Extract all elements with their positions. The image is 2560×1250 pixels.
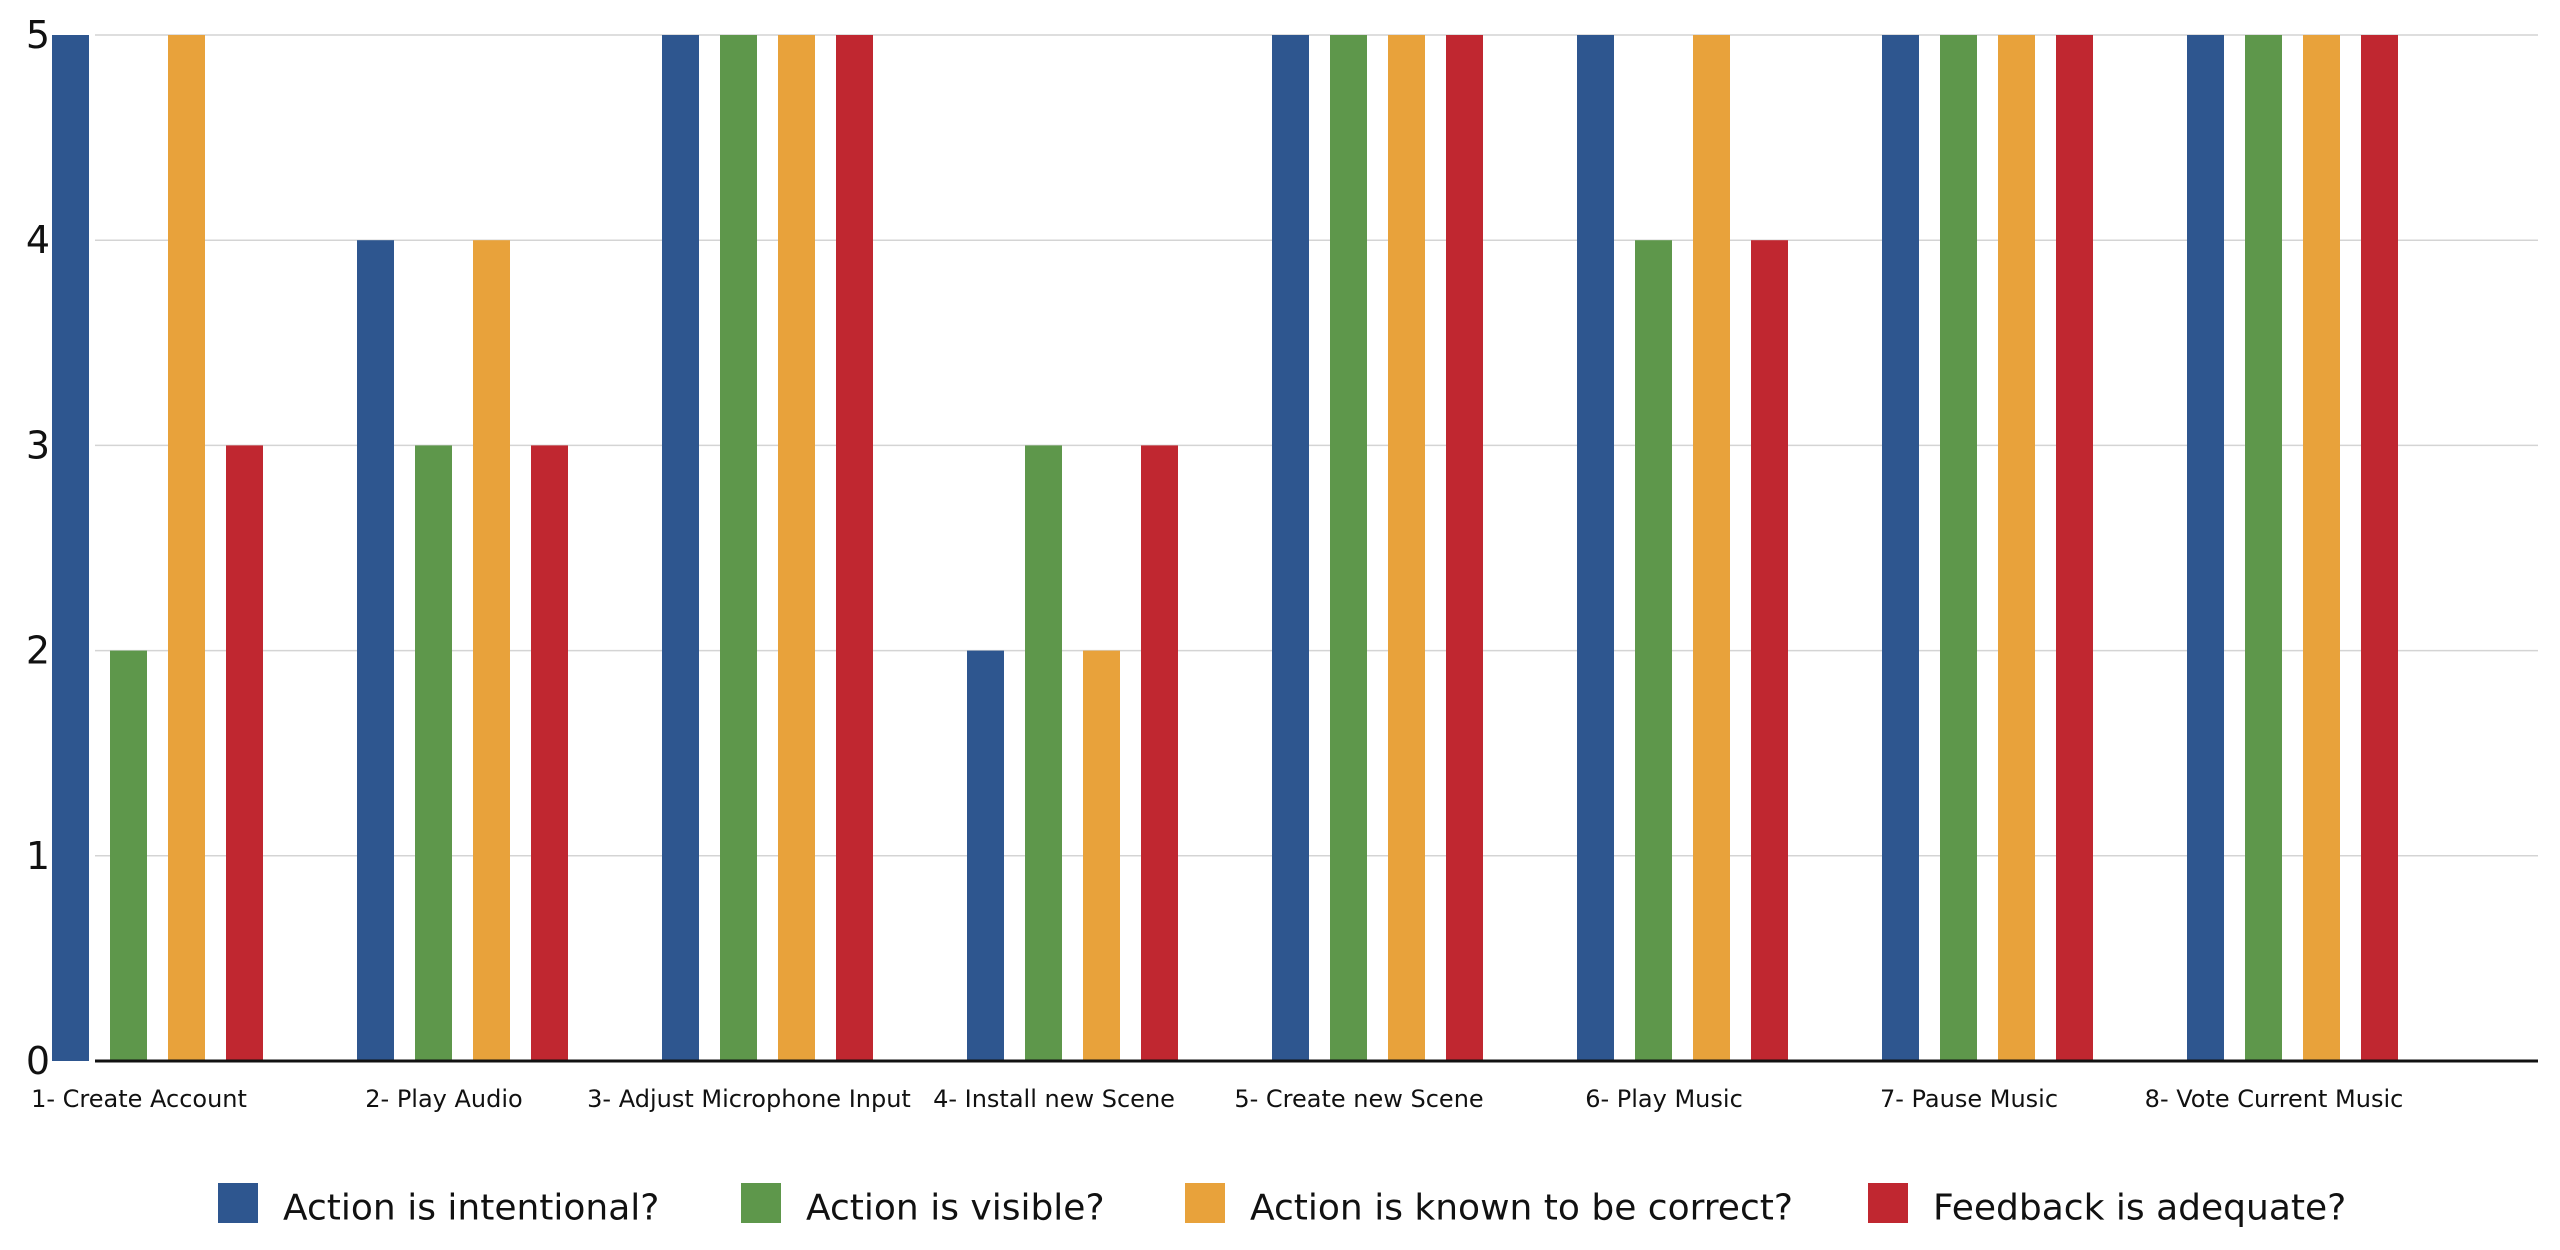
x-axis-category-labels: 1- Create Account 2- Play Audio 3- Adjust …: [31, 1085, 2403, 1113]
bar-5-series-4: [1446, 35, 1483, 1061]
bar-5-series-1: [1272, 35, 1309, 1061]
bar-3-series-3: [778, 35, 815, 1061]
legend-label: Action is known to be correct?: [1250, 1188, 1793, 1229]
x-category-label: 8- Vote Current Music: [2145, 1085, 2404, 1113]
legend-item: Feedback is adequate?: [1868, 1183, 2346, 1229]
bar-1-series-2: [110, 650, 147, 1061]
bar-2-series-4: [531, 445, 568, 1061]
bar-1-series-4: [226, 445, 263, 1061]
legend: Action is intentional? Action is visible?…: [218, 1183, 2346, 1229]
bar-7-series-2: [1940, 35, 1977, 1061]
bar-3-series-1: [662, 35, 699, 1061]
bar-4-series-4: [1141, 445, 1178, 1061]
y-tick-label: 5: [26, 13, 50, 57]
bar-8-series-2: [2245, 35, 2282, 1061]
bar-4-series-1: [967, 650, 1004, 1061]
bar-8-series-3: [2303, 35, 2340, 1061]
legend-swatch: [1868, 1183, 1908, 1223]
y-tick-label: 1: [26, 834, 50, 878]
legend-swatch: [741, 1183, 781, 1223]
legend-label: Action is visible?: [806, 1188, 1105, 1229]
bar-6-series-1: [1577, 35, 1614, 1061]
bar-7-series-3: [1998, 35, 2035, 1061]
x-category-label: 4- Install new Scene: [933, 1085, 1175, 1113]
bar-4-series-3: [1083, 650, 1120, 1061]
bar-2-series-3: [473, 240, 510, 1061]
legend-swatch: [1185, 1183, 1225, 1223]
bar-5-series-2: [1330, 35, 1367, 1061]
x-category-label: 3- Adjust Microphone Input: [587, 1085, 911, 1113]
y-tick-label: 4: [26, 218, 50, 262]
bar-4-series-2: [1025, 445, 1062, 1061]
x-category-label: 6- Play Music: [1585, 1085, 1743, 1113]
bar-6-series-3: [1693, 35, 1730, 1061]
bar-8-series-1: [2187, 35, 2224, 1061]
bar-8-series-4: [2361, 35, 2398, 1061]
legend-item: Action is intentional?: [218, 1183, 659, 1229]
legend-item: Action is visible?: [741, 1183, 1105, 1229]
bar-7-series-4: [2056, 35, 2093, 1061]
x-category-label: 5- Create new Scene: [1234, 1085, 1483, 1113]
legend-swatch: [218, 1183, 258, 1223]
bar-2-series-1: [357, 240, 394, 1061]
x-category-label: 1- Create Account: [31, 1085, 247, 1113]
bar-3-series-4: [836, 35, 873, 1061]
y-axis-ticks: 0 1 2 3 4 5: [26, 13, 50, 1083]
bar-2-series-2: [415, 445, 452, 1061]
legend-label: Action is intentional?: [283, 1188, 659, 1229]
legend-label: Feedback is adequate?: [1933, 1188, 2346, 1229]
bar-6-series-2: [1635, 240, 1672, 1061]
grid-lines: [95, 34, 2538, 857]
y-tick-label: 3: [26, 423, 50, 467]
y-tick-label: 0: [26, 1039, 50, 1083]
x-category-label: 7- Pause Music: [1880, 1085, 2058, 1113]
bar-3-series-2: [720, 35, 757, 1061]
bar-7-series-1: [1882, 35, 1919, 1061]
bar-6-series-4: [1751, 240, 1788, 1061]
legend-item: Action is known to be correct?: [1185, 1183, 1793, 1229]
bar-5-series-3: [1388, 35, 1425, 1061]
bars: [52, 35, 2398, 1061]
bar-1-series-1: [52, 35, 89, 1061]
y-tick-label: 2: [26, 629, 50, 673]
bar-1-series-3: [168, 35, 205, 1061]
x-category-label: 2- Play Audio: [365, 1085, 522, 1113]
